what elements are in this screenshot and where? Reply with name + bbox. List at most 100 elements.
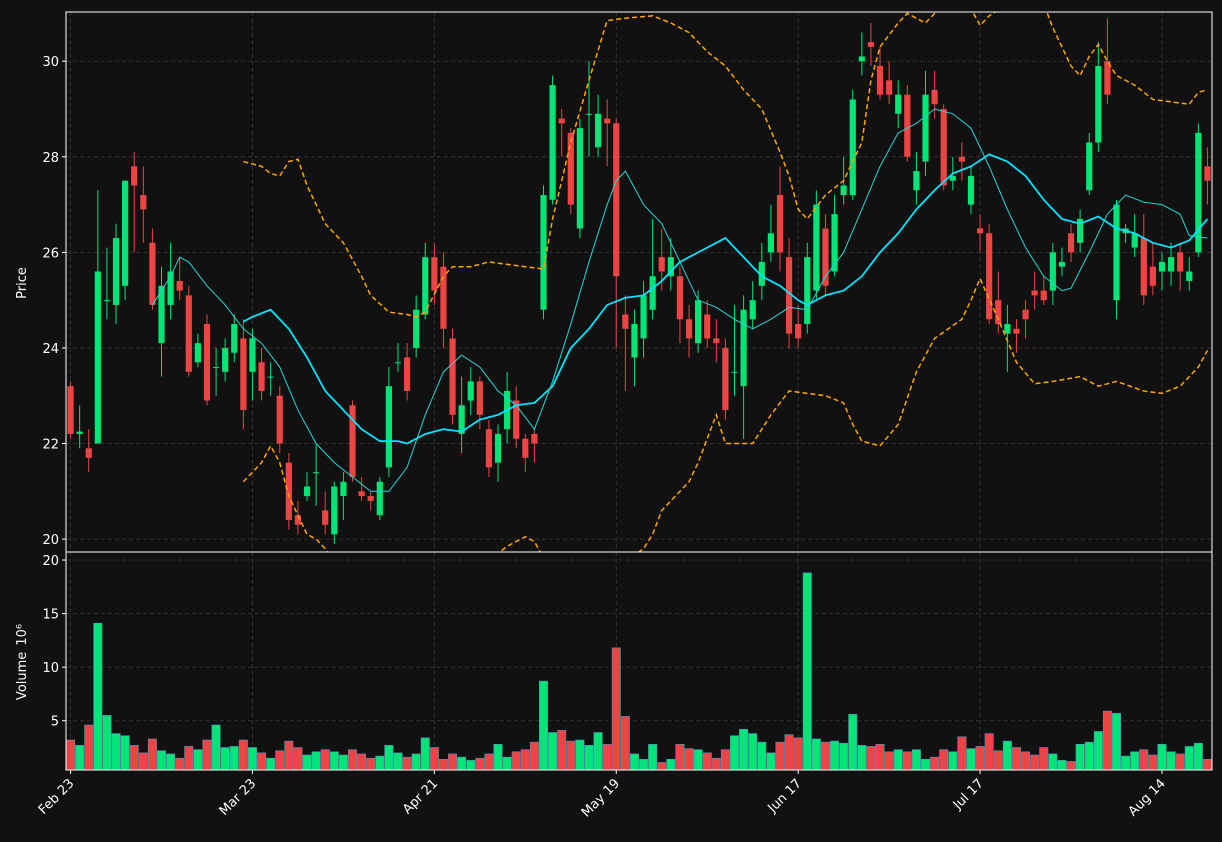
- volume-bar: [793, 737, 803, 771]
- volume-bar: [1102, 710, 1112, 771]
- volume-bar: [539, 680, 548, 771]
- candle-body: [140, 195, 147, 210]
- candle-body: [949, 175, 956, 181]
- candle-body: [176, 281, 183, 291]
- candle-body: [804, 257, 811, 325]
- candle-body: [695, 300, 702, 344]
- candle-body: [813, 204, 820, 291]
- candle-body: [212, 367, 220, 369]
- candle-body: [203, 324, 211, 401]
- candle-body: [194, 343, 201, 363]
- volume-bar: [1075, 743, 1085, 771]
- candle-body: [1158, 261, 1166, 272]
- candle-body: [967, 175, 975, 205]
- volume-bar: [1148, 754, 1158, 771]
- volume-bar: [302, 754, 312, 771]
- candle-body: [776, 195, 784, 253]
- y-tick-label: 24: [42, 342, 59, 357]
- indicator-line: [243, 12, 1208, 318]
- volume-bar: [739, 728, 749, 771]
- volume-bar: [629, 753, 639, 771]
- volume-bar: [720, 749, 730, 771]
- volume-bar: [648, 743, 658, 771]
- candle-body: [640, 295, 647, 339]
- candle-body: [558, 118, 565, 124]
- candle-body: [313, 472, 320, 474]
- volume-bar: [1157, 743, 1167, 771]
- candle-body: [103, 300, 111, 302]
- volume-bar: [911, 749, 921, 771]
- volume-bar: [748, 733, 758, 771]
- volume-bar: [848, 713, 858, 771]
- candle-body: [112, 238, 120, 305]
- candle-body: [895, 94, 902, 114]
- price-panel: 20 22 24 26 28 30: [42, 12, 1212, 552]
- volume-bar: [784, 734, 794, 771]
- candle-body: [613, 123, 620, 277]
- candle-body: [1104, 61, 1111, 95]
- candle-body: [676, 276, 684, 320]
- candle-body: [704, 314, 711, 339]
- volume-bar: [275, 750, 285, 771]
- candle-body: [995, 300, 1002, 325]
- candle-body: [449, 338, 456, 415]
- candle-body: [1167, 257, 1175, 272]
- volume-bar: [666, 758, 676, 771]
- candle-body: [122, 180, 129, 286]
- candle-body: [785, 257, 793, 334]
- volume-bar: [220, 747, 230, 771]
- volume-bar: [266, 757, 276, 771]
- candle-body: [467, 381, 474, 401]
- candle-body: [94, 271, 101, 444]
- volume-bar: [257, 752, 267, 771]
- candle-body: [158, 285, 165, 344]
- candle-body: [740, 309, 747, 387]
- candle-body: [540, 195, 547, 310]
- candle-body: [403, 357, 411, 391]
- volume-bar: [1112, 712, 1121, 771]
- volume-bar: [921, 758, 930, 771]
- volume-bar: [1093, 731, 1103, 771]
- y-tick-label: 28: [42, 151, 59, 166]
- candle-body: [1077, 218, 1084, 243]
- volume-bar: [1166, 751, 1176, 771]
- candle-body: [549, 85, 556, 200]
- candle-body: [876, 66, 884, 95]
- candles: [67, 12, 1211, 552]
- volume-bar: [293, 747, 303, 771]
- candle-body: [67, 386, 74, 434]
- volume-bar: [820, 741, 830, 771]
- candle-body: [76, 431, 83, 434]
- volume-bar: [957, 736, 967, 771]
- candle-body: [685, 319, 693, 339]
- candle-body: [349, 405, 356, 477]
- volume-bar: [1139, 749, 1149, 771]
- volume-bar: [175, 757, 185, 771]
- candle-body: [976, 228, 984, 234]
- volume-bar: [902, 751, 912, 771]
- candle-body: [1049, 252, 1056, 291]
- volume-bar: [730, 735, 739, 771]
- volume-bar: [866, 746, 876, 771]
- volume-bar: [566, 740, 576, 771]
- candle-body: [649, 276, 656, 310]
- volume-bar: [757, 741, 767, 771]
- candle-body: [413, 309, 420, 348]
- volume-bar: [611, 647, 621, 771]
- volume-bar: [939, 749, 949, 771]
- candle-body: [867, 42, 875, 47]
- volume-bar: [766, 752, 776, 771]
- volume-bar: [548, 732, 558, 771]
- volume-bar: [1039, 747, 1049, 771]
- volume-bar: [111, 733, 121, 771]
- volume-bar: [620, 716, 630, 771]
- y-tick-label: 20: [42, 533, 59, 548]
- volume-bar: [893, 749, 903, 771]
- volume-bar: [457, 756, 467, 771]
- y-tick-label: 22: [42, 438, 59, 453]
- volume-bar: [1066, 761, 1076, 771]
- volume-bar: [575, 739, 585, 771]
- volume-bar: [584, 745, 594, 771]
- volume-multiplier: 10⁶: [15, 624, 30, 646]
